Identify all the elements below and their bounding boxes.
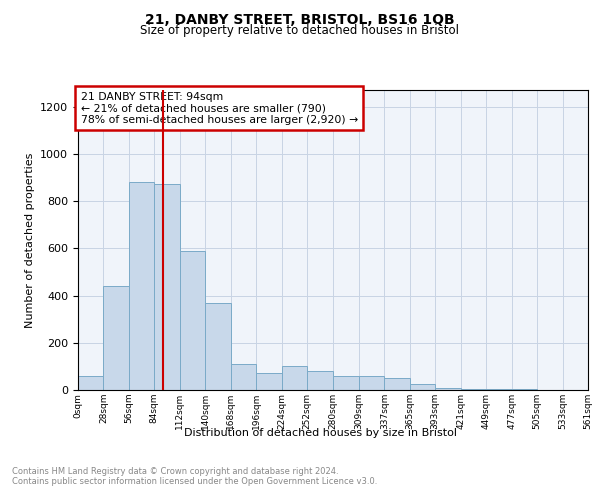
- Bar: [410, 384, 435, 390]
- Bar: [461, 389, 486, 390]
- Bar: [486, 389, 512, 390]
- Bar: [154, 184, 180, 390]
- Bar: [332, 376, 359, 390]
- Bar: [129, 182, 154, 390]
- Bar: [231, 364, 256, 390]
- Bar: [78, 376, 103, 390]
- Text: 21, DANBY STREET, BRISTOL, BS16 1QB: 21, DANBY STREET, BRISTOL, BS16 1QB: [145, 12, 455, 26]
- Bar: [103, 286, 129, 390]
- Bar: [256, 374, 281, 390]
- Bar: [385, 378, 410, 390]
- Text: 21 DANBY STREET: 94sqm
← 21% of detached houses are smaller (790)
78% of semi-de: 21 DANBY STREET: 94sqm ← 21% of detached…: [80, 92, 358, 124]
- Bar: [307, 371, 332, 390]
- Text: Contains public sector information licensed under the Open Government Licence v3: Contains public sector information licen…: [12, 477, 377, 486]
- Text: Distribution of detached houses by size in Bristol: Distribution of detached houses by size …: [185, 428, 458, 438]
- Bar: [359, 376, 385, 390]
- Text: Contains HM Land Registry data © Crown copyright and database right 2024.: Contains HM Land Registry data © Crown c…: [12, 467, 338, 476]
- Text: Size of property relative to detached houses in Bristol: Size of property relative to detached ho…: [140, 24, 460, 37]
- Bar: [205, 302, 231, 390]
- Bar: [435, 388, 461, 390]
- Bar: [180, 250, 205, 390]
- Bar: [281, 366, 307, 390]
- Y-axis label: Number of detached properties: Number of detached properties: [25, 152, 35, 328]
